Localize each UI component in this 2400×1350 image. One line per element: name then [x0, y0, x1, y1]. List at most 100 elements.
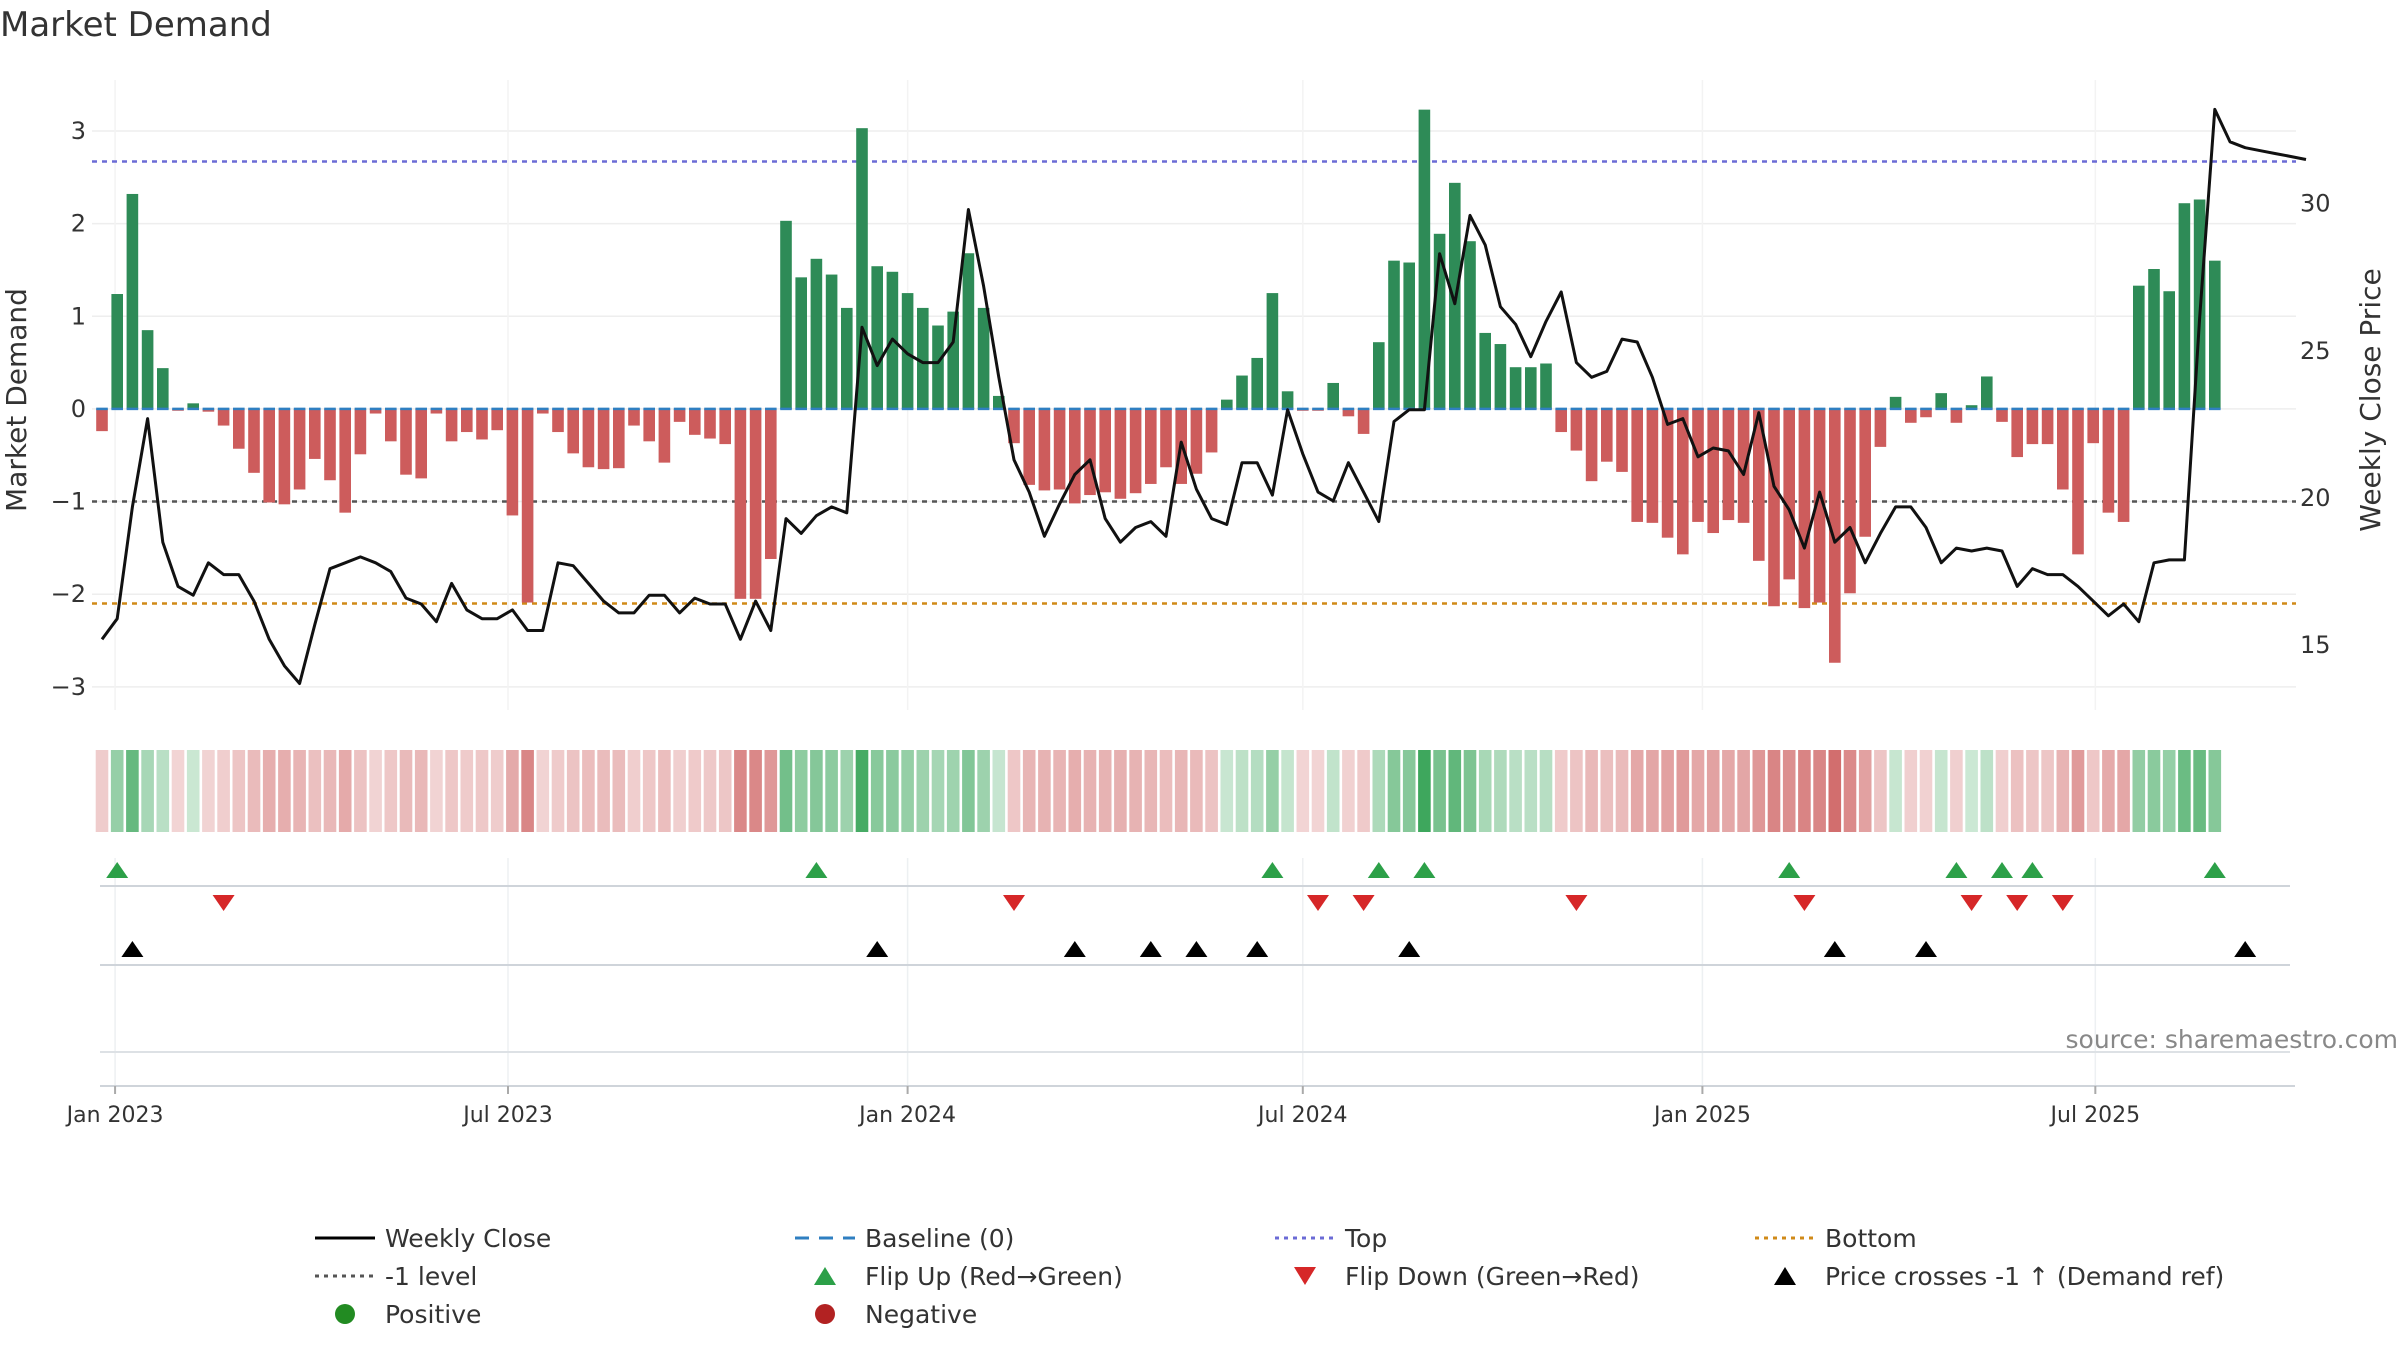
heat-cell	[1235, 750, 1249, 832]
heat-cell	[1326, 750, 1340, 832]
demand-bar	[1145, 408, 1157, 484]
demand-bar	[354, 408, 367, 455]
demand-bar	[1023, 408, 1035, 485]
reference-lines	[92, 160, 2296, 605]
demand-bar	[1707, 408, 1719, 534]
demand-bar	[1236, 375, 1248, 409]
heat-cell	[2162, 750, 2176, 832]
heat-cell	[1114, 750, 1127, 832]
legend-item: Top	[1275, 1224, 1387, 1253]
demand-bar	[521, 408, 534, 603]
heat-cell	[901, 750, 914, 832]
demand-bar	[643, 408, 655, 442]
heat-cell	[2193, 750, 2206, 832]
heat-cell	[217, 750, 230, 832]
heat-cell	[582, 750, 595, 832]
heat-cell	[1311, 750, 1325, 832]
heat-cell	[1494, 750, 1507, 832]
price-cross-marker	[121, 941, 144, 957]
legend-label: Top	[1344, 1224, 1387, 1253]
demand-bar	[1722, 408, 1735, 521]
flip-down-marker	[1352, 895, 1375, 911]
heat-cell	[1387, 750, 1401, 832]
demand-bar	[2072, 408, 2084, 555]
legend-item: Price crosses -1 ↑ (Demand ref)	[1774, 1262, 2224, 1291]
heat-cell	[1691, 750, 1705, 832]
heat-cell	[1934, 750, 1948, 832]
heat-cell	[414, 750, 428, 832]
weekly-close-line	[100, 107, 2307, 685]
demand-bar	[825, 274, 838, 409]
demand-bar	[1251, 357, 1263, 409]
heat-cell	[278, 750, 291, 832]
price-cross-marker	[866, 941, 889, 957]
heat-cell	[1874, 750, 1887, 832]
flip-down-marker	[2051, 895, 2074, 911]
heat-cell	[992, 750, 1006, 832]
demand-bar	[1008, 408, 1020, 444]
heat-cell	[262, 750, 276, 832]
heat-cell	[734, 750, 747, 832]
heat-cell	[810, 750, 823, 832]
demand-bar	[1509, 367, 1522, 409]
flip-up-marker	[2203, 862, 2226, 878]
demand-bar	[293, 408, 306, 490]
heat-cell	[2041, 750, 2054, 832]
heat-cell	[1281, 750, 1294, 832]
legend-label: Flip Down (Green→Red)	[1345, 1262, 1640, 1291]
demand-bar	[841, 307, 853, 409]
demand-bar	[1753, 408, 1765, 561]
demand-bar	[2133, 285, 2145, 409]
demand-bar	[932, 325, 944, 409]
heat-cell	[1174, 750, 1188, 832]
y-axis-label: Market Demand	[0, 288, 33, 512]
demand-bar	[1403, 262, 1415, 409]
demand-bar	[810, 258, 823, 409]
heat-cell	[916, 750, 930, 832]
legend-label: Weekly Close	[385, 1224, 551, 1253]
legend-item: -1 level	[315, 1262, 477, 1291]
heat-cell	[703, 750, 717, 832]
demand-bar	[1114, 408, 1127, 499]
heat-cell	[232, 750, 246, 832]
x-tick-label: Jan 2024	[857, 1103, 956, 1128]
heat-cell	[1296, 750, 1310, 832]
heat-cell	[794, 750, 808, 832]
demand-bar	[1129, 408, 1142, 494]
heat-cell	[475, 750, 489, 832]
price-cross-marker	[1915, 941, 1937, 957]
heat-cell	[1661, 750, 1674, 832]
heat-cell	[825, 750, 838, 832]
heat-cell	[612, 750, 626, 832]
demand-bar	[947, 311, 959, 409]
demand-bar	[96, 408, 108, 432]
demand-bar	[233, 408, 245, 449]
demand-bar	[445, 408, 458, 442]
flip-down-markers	[212, 895, 2074, 911]
flip-down-marker	[1307, 895, 1329, 911]
heat-cell	[597, 750, 610, 832]
heat-cell	[2147, 750, 2161, 832]
y-tick-label: −2	[51, 580, 86, 608]
demand-bar	[461, 408, 473, 433]
demand-bar	[1920, 408, 1932, 418]
heat-cell	[1402, 750, 1416, 832]
legend-item: Positive	[335, 1300, 481, 1329]
demand-bar	[1266, 293, 1279, 409]
heat-cell	[1372, 750, 1386, 832]
demand-bar	[1099, 408, 1111, 493]
legend-triangle-down-icon	[1294, 1267, 1316, 1285]
heat-cell	[1813, 750, 1826, 832]
demand-bar	[780, 220, 792, 409]
heat-cell	[1266, 750, 1279, 832]
demand-bar	[1829, 408, 1841, 663]
demand-bar	[400, 408, 412, 475]
y2-tick-label: 20	[2300, 484, 2331, 512]
heat-cell	[2178, 750, 2191, 832]
heat-cell	[308, 750, 322, 832]
demand-bar	[187, 403, 199, 409]
demand-bar	[765, 408, 777, 559]
demand-bar	[1525, 367, 1537, 409]
heat-cell	[627, 750, 641, 832]
heat-cell	[566, 750, 580, 832]
